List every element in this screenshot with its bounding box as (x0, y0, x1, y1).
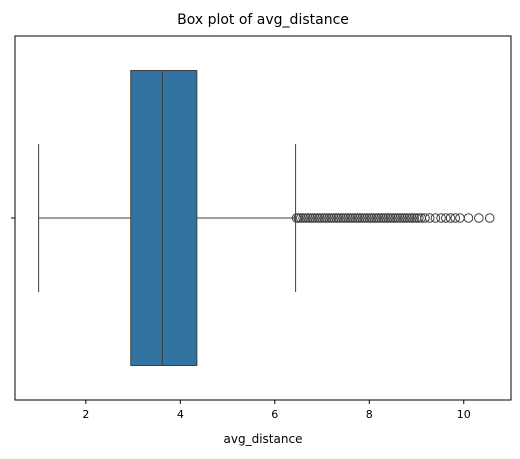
plot-marks (39, 71, 494, 366)
x-tick-label: 2 (82, 408, 89, 421)
x-tick-label: 4 (177, 408, 184, 421)
outlier-point (464, 214, 473, 223)
iqr-box (131, 71, 197, 366)
outlier-point (485, 214, 494, 223)
x-tick-label: 10 (457, 408, 471, 421)
plot-axes: 2 4 6 8 10 (11, 36, 511, 421)
x-tick-label: 6 (271, 408, 278, 421)
chart-title: Box plot of avg_distance (177, 12, 349, 28)
x-axis-label: avg_distance (224, 432, 303, 446)
x-tick-label: 8 (366, 408, 373, 421)
outlier-point (475, 214, 484, 223)
